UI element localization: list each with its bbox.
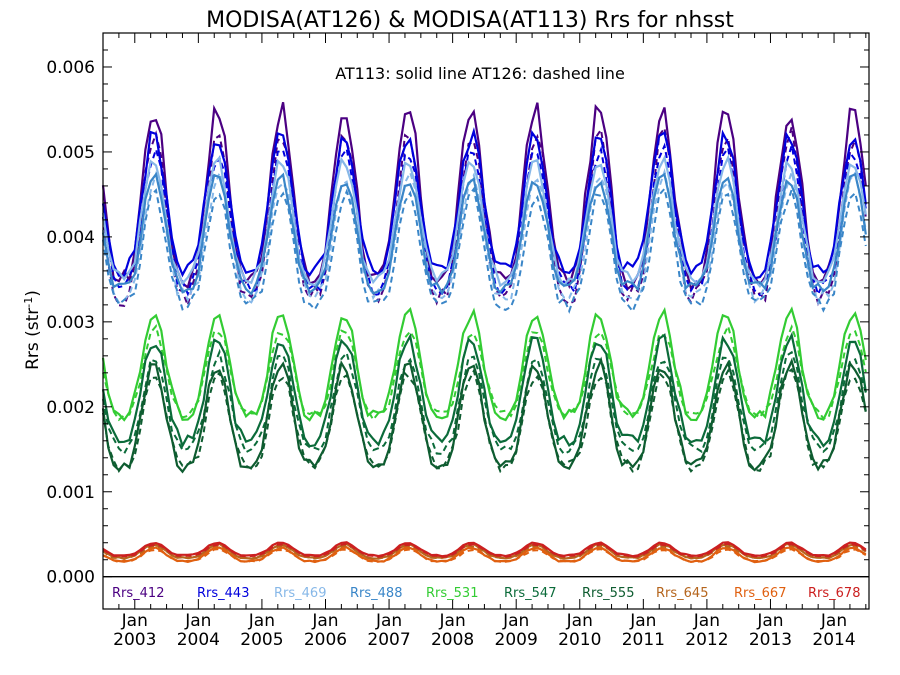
y-tick-label: 0.003 [46, 313, 95, 333]
series-line-rrs-667-solid [102, 546, 867, 564]
series-layer [101, 102, 867, 564]
series-line-rrs-547-dashed [102, 348, 867, 456]
legend-item-rrs-667: Rrs_667 [734, 586, 786, 601]
x-tick-label-month: Jan [820, 611, 847, 631]
x-tick-label-month: Jan [693, 611, 720, 631]
y-tick-label: 0.006 [46, 58, 95, 78]
x-tick-label-month: Jan [311, 611, 338, 631]
y-tick-label: 0.002 [46, 398, 95, 418]
x-tick-label-year: 2006 [304, 630, 347, 650]
chart-title: MODISA(AT126) & MODISA(AT113) Rrs for nh… [206, 8, 734, 33]
x-tick-label-month: Jan [629, 611, 656, 631]
x-tick-label-year: 2013 [749, 630, 792, 650]
y-axis-label-end: ) [23, 290, 43, 297]
y-tick-label: 0.001 [46, 483, 95, 503]
legend-layer: Rrs_412 Rrs_443 Rrs_469 Rrs_488 Rrs_531 Rrs_5… [112, 586, 860, 601]
series-line-rrs-488-solid [101, 171, 867, 296]
x-tick-label-year: 2004 [177, 630, 220, 650]
series-line-rrs-443-solid [101, 127, 867, 280]
x-tick-label-month: Jan [121, 611, 148, 631]
axes-layer: 0.0000.0010.0020.0030.0040.0050.006Jan20… [46, 32, 869, 650]
y-axis-label-sup: -1 [22, 297, 35, 308]
legend-item-rrs-555: Rrs_555 [582, 586, 634, 601]
x-tick-label-month: Jan [248, 611, 275, 631]
legend-item-rrs-469: Rrs_469 [274, 586, 326, 601]
x-tick-label-month: Jan [375, 611, 402, 631]
series-line-rrs-555-dashed [102, 367, 867, 474]
x-tick-label-month: Jan [566, 611, 593, 631]
x-tick-label-year: 2014 [812, 630, 855, 650]
x-tick-label-year: 2005 [240, 630, 283, 650]
legend-item-rrs-488: Rrs_488 [350, 586, 402, 601]
series-line-rrs-488-dashed [102, 186, 867, 314]
series-line-rrs-555-solid [101, 356, 867, 474]
series-line-rrs-531-dashed [102, 323, 867, 422]
y-axis-label-main: Rrs (str [23, 308, 43, 370]
annotation-note: AT113: solid line AT126: dashed line [335, 64, 625, 83]
series-line-rrs-678-dashed [102, 542, 867, 559]
x-tick-label-year: 2012 [685, 630, 728, 650]
series-line-rrs-667-dashed [102, 547, 867, 564]
x-tick-label-year: 2009 [495, 630, 538, 650]
legend-item-rrs-412: Rrs_412 [112, 586, 164, 601]
x-tick-label-month: Jan [184, 611, 211, 631]
x-tick-label-year: 2010 [558, 630, 601, 650]
x-tick-label-year: 2003 [113, 630, 156, 650]
legend-item-rrs-531: Rrs_531 [426, 586, 478, 601]
y-axis-label: Rrs (str-1) [22, 290, 44, 370]
legend-item-rrs-443: Rrs_443 [197, 586, 249, 601]
x-tick-label-year: 2011 [622, 630, 665, 650]
x-tick-label-month: Jan [756, 611, 783, 631]
legend-item-rrs-547: Rrs_547 [504, 586, 556, 601]
x-tick-label-year: 2007 [367, 630, 410, 650]
y-tick-label: 0.004 [46, 228, 95, 248]
x-tick-label-month: Jan [502, 611, 529, 631]
legend-item-rrs-645: Rrs_645 [656, 586, 708, 601]
legend-item-rrs-678: Rrs_678 [808, 586, 860, 601]
x-tick-label-year: 2008 [431, 630, 474, 650]
y-tick-label: 0.000 [46, 568, 95, 588]
plot-frame [102, 32, 870, 610]
series-line-rrs-547-solid [101, 331, 867, 449]
x-tick-label-month: Jan [439, 611, 466, 631]
y-tick-label: 0.005 [46, 143, 95, 163]
series-line-rrs-645-dashed [102, 544, 867, 560]
series-line-rrs-443-dashed [102, 142, 867, 298]
